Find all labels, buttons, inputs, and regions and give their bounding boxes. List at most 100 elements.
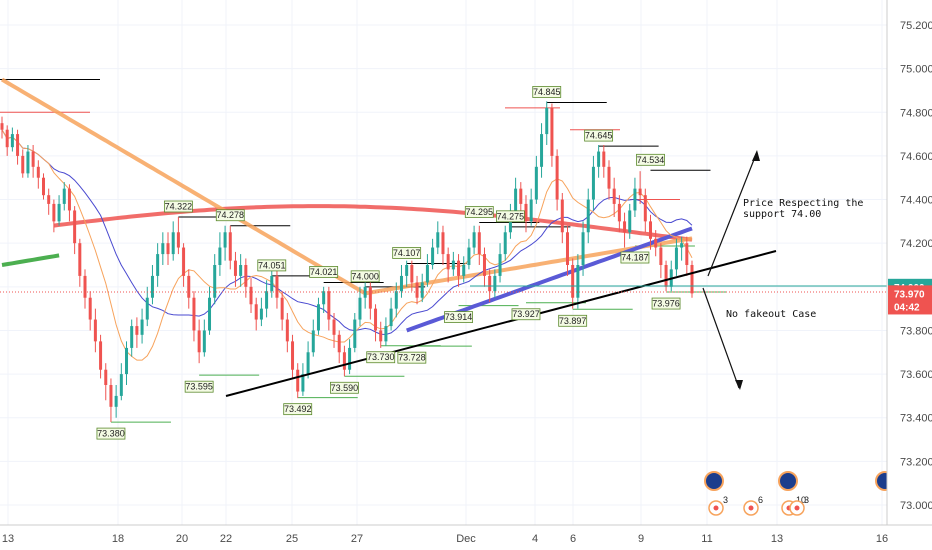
candle-body [358,297,362,320]
candle-body [374,308,378,331]
price-label: 73.380 [96,427,126,440]
candle-body [73,210,77,244]
candle-body [368,286,372,309]
candle-body [503,232,507,255]
price-tick-label: 75.000 [900,64,932,76]
candle-body [342,352,346,370]
flag-badge[interactable] [704,471,724,491]
event-badge-count: 6 [758,495,763,505]
candle-body [638,188,642,196]
price-label-box [397,351,427,364]
price-label: 73.590 [330,381,359,394]
candle-body [47,195,51,204]
price-label-box [392,247,422,259]
price-tick-label: 74.600 [900,151,932,163]
event-dot-icon [794,505,800,511]
candle-body [150,275,154,298]
candle-body [519,188,523,204]
flag-badge[interactable] [778,471,798,491]
flag-icon[interactable] [778,471,798,491]
annotation-respect-line2: support 74.00 [743,209,821,220]
price-label-box [584,129,614,142]
event-badge[interactable]: 6 [743,495,763,516]
candle-body [78,243,82,276]
price-axis-background [887,0,932,525]
price-label-box [558,314,588,327]
price-tag-text: 73.970 [894,289,925,300]
time-axis[interactable]: 13 18 20 22 25 27 Dec 4 6 9 11 13 16 [0,524,932,550]
candle-body [140,319,144,335]
candle-body [410,265,414,283]
projection-arrows [702,150,760,390]
candle-body [233,260,237,276]
candle-body [52,203,56,222]
price-label-box [96,427,126,440]
price-label-box [330,381,359,394]
candle-body [654,238,658,248]
candle-body [161,243,165,255]
ascending-trendline[interactable] [225,250,777,397]
price-axis[interactable]: 75.20075.00074.80074.60074.40074.20074.0… [886,0,932,525]
price-label: 74.000 [350,270,380,283]
candle-body [0,123,4,130]
event-badge[interactable]: 3 [708,495,728,516]
candle-body [472,232,476,248]
candle-body [565,232,569,265]
price-label-box [651,297,681,310]
price-label-box [350,270,380,283]
candle-body [529,199,533,222]
candle-body [93,319,97,342]
price-label-box [496,210,525,223]
candle-body [379,330,383,342]
candle-body [99,341,103,370]
price-tick-label: 75.200 [900,20,932,32]
candle-body [482,254,486,276]
candle-body [187,275,191,298]
candle-body [348,347,352,370]
price-label: 73.730 [366,351,396,364]
event-dot-icon [713,505,719,511]
time-tick-label: 22 [220,533,232,545]
candle-body [166,243,170,255]
price-label-text: 74.000 [351,271,379,281]
event-badges[interactable]: 3 6 103 [704,471,895,516]
candle-body [602,151,606,167]
price-label-box [366,351,396,364]
candle-body [394,291,398,309]
price-tick-label: 73.600 [900,369,932,381]
price-label-box [444,311,473,323]
candle-body [16,134,20,156]
candle-body [21,155,25,174]
candle-body [431,247,435,265]
candle-body [545,107,549,135]
candle-body [659,247,663,265]
price-tag-box [888,298,932,315]
price-label-text: 74.534 [637,155,665,165]
event-dot-icon [748,505,754,511]
candle-body [648,221,652,239]
candle-body [384,326,388,342]
time-tick-label: 27 [351,533,363,545]
candle-body [26,151,30,174]
candle-body [244,265,248,287]
event-badge-count: 3 [804,495,809,505]
candle-body [534,166,538,200]
trendline-group[interactable] [0,250,887,397]
event-badge[interactable]: 3 [789,495,809,516]
flag-icon[interactable] [704,471,724,491]
price-label-text: 74.187 [621,253,649,263]
price-label-text: 74.275 [497,211,525,221]
price-label-box [163,200,193,213]
candle-body [581,232,585,265]
candle-body [83,275,87,298]
price-label-text: 73.492 [284,404,312,414]
grid-lines [0,0,887,525]
price-label: 74.845 [532,86,562,98]
price-label-box [620,251,650,264]
candle-body [420,282,424,298]
ma-orange [0,77,693,296]
price-label-text: 74.645 [585,131,613,141]
time-tick-label: 13 [771,533,783,545]
